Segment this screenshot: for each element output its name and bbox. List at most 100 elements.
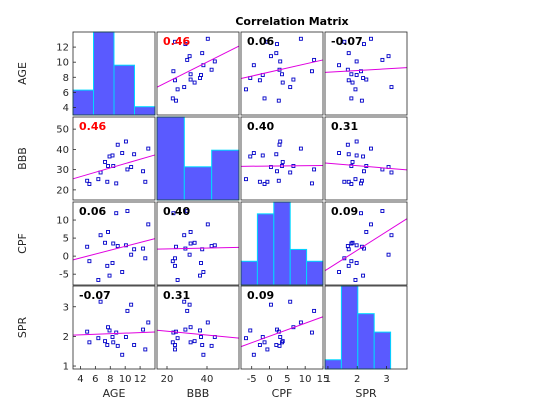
x-tick-label: 4 [77,374,83,385]
correlation-label: 0.31 [331,120,358,133]
scatter-point [248,328,253,333]
panel-frame [72,285,156,370]
scatter-point [278,335,283,339]
scatter-point [386,252,391,257]
scatter-point [337,270,342,274]
scatter-point [354,243,359,248]
scatter-point [274,152,279,157]
scatter-point [110,261,115,265]
x-tick-label: 8 [107,374,113,385]
scatter-point [201,352,206,357]
scatter-point [265,39,270,44]
y-tick-label: 50 [56,125,69,136]
panel-frame [324,201,408,286]
scatter-point [262,182,267,186]
scatter-point [337,151,342,155]
scatter-point [251,352,256,357]
scatter-point [200,51,205,56]
scatter-point [170,96,175,101]
scatter-point [188,241,193,246]
fit-line [240,59,324,80]
scatter-point [183,42,188,47]
scatter-point [188,325,193,330]
scatter-point [103,159,108,164]
panel-frame [240,285,324,370]
scatter-point [212,243,217,248]
scatter-point [115,343,120,348]
scatter-point [349,96,354,101]
scatter-point [380,209,385,213]
scatter-point [174,98,178,103]
scatter-point [146,320,151,325]
scatter-point [337,63,342,68]
scatter-point [187,252,192,257]
y-tick-label: 1 [63,362,69,373]
scatter-point [353,177,358,182]
scatter-point [106,230,110,234]
scatter-point [244,336,248,341]
histogram-bar-age-3 [134,106,156,116]
scatter-point [105,343,110,347]
scatter-point [175,336,180,341]
panel-spr-vs-bbb: 0.31 20 40 BBB [156,285,240,400]
panel-frame [324,116,408,201]
scatter-point [268,54,273,59]
y-axis-label: AGE [16,62,29,85]
scatter-point [362,246,366,251]
scatter-point [107,273,112,278]
scatter-point [129,252,134,257]
scatter-point [346,247,351,252]
histogram-bar-age-0 [72,89,94,116]
scatter-point [257,78,262,83]
scatter-point [188,340,193,345]
scatter-point [353,277,358,282]
scatter-point [187,302,192,307]
scatter-point [188,230,193,234]
fit-line [324,162,408,171]
scatter-point [309,181,314,186]
scatter-point [354,261,359,265]
scatter-point [103,339,108,344]
scatter-point [312,57,317,62]
scatter-point [175,277,180,282]
scatter-point [280,340,284,345]
scatter-point [359,69,363,74]
scatter-point [205,222,210,227]
y-axis-label: BBB [16,147,29,170]
x-axis-label: SPR [355,387,377,400]
scatter-point [200,343,205,347]
histogram-bar-spr-3 [373,331,392,370]
scatter-point [87,182,92,186]
scatter-point [111,340,116,345]
scatter-point [278,139,283,144]
scatter-point [173,39,177,44]
correlation-label: -0.07 [331,35,363,48]
scatter-point [199,261,203,265]
panel-frame [72,116,156,201]
histogram-bar-cpf-1 [256,213,275,286]
panel-frame [72,201,156,286]
scatter-point [188,77,193,82]
panel-age-vs-bbb: 0.46 [156,31,240,116]
scatter-point [312,167,317,172]
scatter-point [369,146,373,151]
scatter-point [345,142,350,147]
panel-frame [72,31,156,116]
scatter-point [277,343,282,348]
scatter-point [349,241,354,246]
scatter-point [185,209,190,213]
scatter-point [146,146,151,151]
scatter-point [198,273,202,278]
x-tick-label: 10 [299,374,312,385]
correlation-label: 0.40 [247,120,274,133]
scatter-point [110,153,115,158]
scatter-point [87,340,92,345]
panel-frame [240,116,324,201]
scatter-point [298,320,303,325]
panel-age-vs-age: 4 6 8 10 12 AGE [16,31,156,116]
scatter-point [143,256,148,261]
scatter-point [96,177,101,182]
scatter-point [380,57,385,62]
scatter-point [312,308,317,313]
scatter-point [87,259,92,264]
